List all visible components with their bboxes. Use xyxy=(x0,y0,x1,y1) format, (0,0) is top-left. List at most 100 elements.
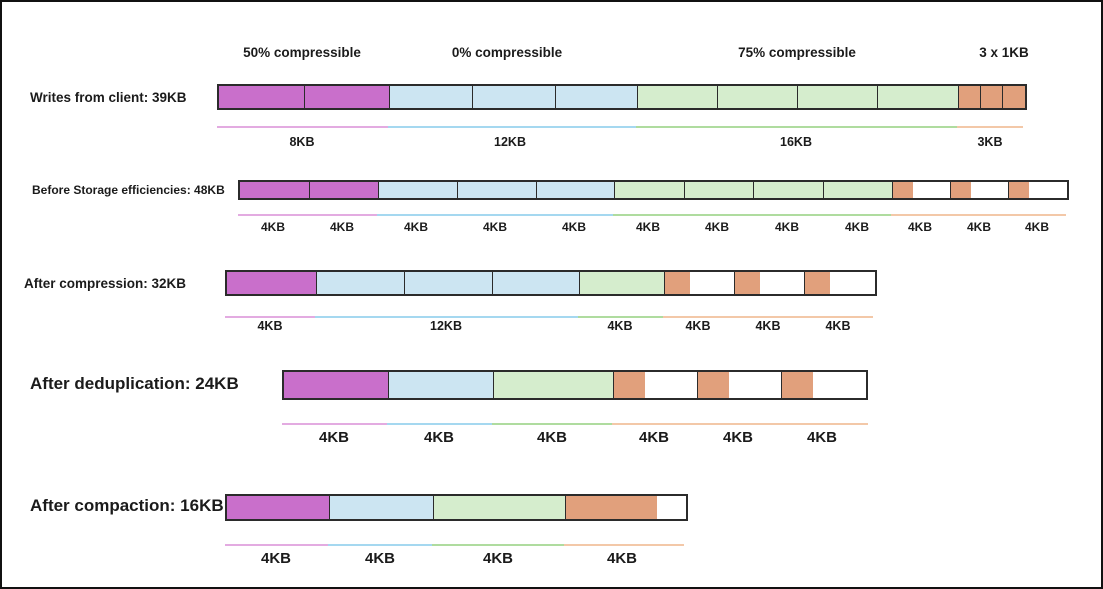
block-fill xyxy=(615,182,684,198)
block-fill xyxy=(698,372,729,398)
underline-segment xyxy=(377,214,613,216)
row-label: Before Storage efficiencies: 48KB xyxy=(32,183,225,197)
block-fill xyxy=(227,496,329,519)
size-label: 4KB xyxy=(607,319,633,333)
column-header: 75% compressible xyxy=(738,45,856,60)
block-fill xyxy=(580,272,664,294)
underline-segment xyxy=(891,214,1066,216)
underline-segment xyxy=(432,544,564,546)
block-fill xyxy=(390,86,472,108)
size-label: 4KB xyxy=(482,220,507,234)
underline-segment xyxy=(315,316,578,318)
column-header: 0% compressible xyxy=(451,45,563,60)
storage-block xyxy=(878,86,959,108)
block-fill xyxy=(493,272,579,294)
storage-block xyxy=(959,86,981,108)
underline-segment xyxy=(217,126,388,128)
block-fill xyxy=(556,86,637,108)
block-fill xyxy=(458,182,536,198)
storage-block xyxy=(219,86,305,108)
underline-segment xyxy=(957,126,1023,128)
underline-segment xyxy=(578,316,663,318)
storage-block xyxy=(615,182,685,198)
block-fill xyxy=(389,372,493,398)
storage-block xyxy=(473,86,556,108)
underline-segment xyxy=(636,126,957,128)
storage-block xyxy=(310,182,379,198)
block-fill xyxy=(638,86,717,108)
row-label: After compression: 32KB xyxy=(24,276,187,291)
storage-block xyxy=(893,182,951,198)
storage-bar xyxy=(225,494,688,521)
storage-block xyxy=(330,496,434,519)
block-fill xyxy=(951,182,971,198)
size-label: 4KB xyxy=(403,220,428,234)
underline-segment xyxy=(387,423,492,425)
block-fill xyxy=(473,86,555,108)
storage-block xyxy=(405,272,493,294)
size-label: 4KB xyxy=(606,550,637,567)
storage-block xyxy=(981,86,1003,108)
storage-bar xyxy=(238,180,1069,200)
block-fill xyxy=(1003,86,1025,108)
block-fill xyxy=(805,272,830,294)
size-label: 4KB xyxy=(423,429,454,446)
size-label: 4KB xyxy=(318,429,349,446)
storage-block xyxy=(556,86,638,108)
underline-segment xyxy=(613,214,891,216)
storage-block xyxy=(1009,182,1067,198)
block-fill xyxy=(718,86,797,108)
size-label: 4KB xyxy=(755,319,781,333)
block-fill xyxy=(537,182,614,198)
underline-segment xyxy=(388,126,636,128)
storage-block xyxy=(379,182,458,198)
storage-block xyxy=(698,372,782,398)
block-fill xyxy=(305,86,389,108)
block-fill xyxy=(494,372,613,398)
storage-block xyxy=(240,182,310,198)
block-fill xyxy=(824,182,892,198)
block-fill xyxy=(227,272,316,294)
storage-block xyxy=(685,182,754,198)
storage-bar xyxy=(225,270,877,296)
storage-block xyxy=(537,182,615,198)
block-fill xyxy=(798,86,877,108)
block-fill xyxy=(893,182,913,198)
block-fill xyxy=(434,496,565,519)
size-label: 16KB xyxy=(780,135,812,149)
block-fill xyxy=(878,86,958,108)
storage-block xyxy=(782,372,866,398)
block-fill xyxy=(685,182,753,198)
size-label: 4KB xyxy=(482,550,513,567)
size-label: 4KB xyxy=(774,220,799,234)
storage-block xyxy=(458,182,537,198)
block-fill xyxy=(735,272,760,294)
storage-block xyxy=(805,272,875,294)
column-header: 50% compressible xyxy=(243,45,361,60)
storage-block xyxy=(1003,86,1025,108)
block-fill xyxy=(317,272,404,294)
size-label: 4KB xyxy=(561,220,586,234)
block-fill xyxy=(405,272,492,294)
underline-segment xyxy=(492,423,612,425)
size-label: 4KB xyxy=(638,429,669,446)
size-label: 4KB xyxy=(257,319,283,333)
storage-block xyxy=(566,496,686,519)
row-label: After compaction: 16KB xyxy=(30,496,224,515)
block-fill xyxy=(665,272,690,294)
block-fill xyxy=(782,372,813,398)
storage-bar xyxy=(217,84,1027,110)
row-label: After deduplication: 24KB xyxy=(30,374,239,393)
block-fill xyxy=(1009,182,1029,198)
storage-block xyxy=(493,272,580,294)
size-label: 4KB xyxy=(907,220,932,234)
size-label: 4KB xyxy=(966,220,991,234)
storage-block xyxy=(317,272,405,294)
underline-segment xyxy=(225,316,315,318)
underline-segment xyxy=(282,423,387,425)
storage-block xyxy=(951,182,1009,198)
block-fill xyxy=(754,182,823,198)
storage-bar xyxy=(282,370,868,400)
underline-segment xyxy=(238,214,377,216)
